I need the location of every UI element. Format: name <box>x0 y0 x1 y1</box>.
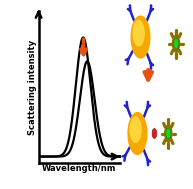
Circle shape <box>164 124 173 143</box>
Y-axis label: Scattering intensity: Scattering intensity <box>28 39 37 135</box>
Circle shape <box>130 15 151 59</box>
Circle shape <box>152 129 157 139</box>
Circle shape <box>172 35 180 53</box>
X-axis label: Wavelength/nm: Wavelength/nm <box>42 164 116 173</box>
Circle shape <box>166 128 171 139</box>
Circle shape <box>129 116 142 143</box>
Circle shape <box>132 20 145 46</box>
Circle shape <box>127 112 147 155</box>
Circle shape <box>174 38 179 49</box>
